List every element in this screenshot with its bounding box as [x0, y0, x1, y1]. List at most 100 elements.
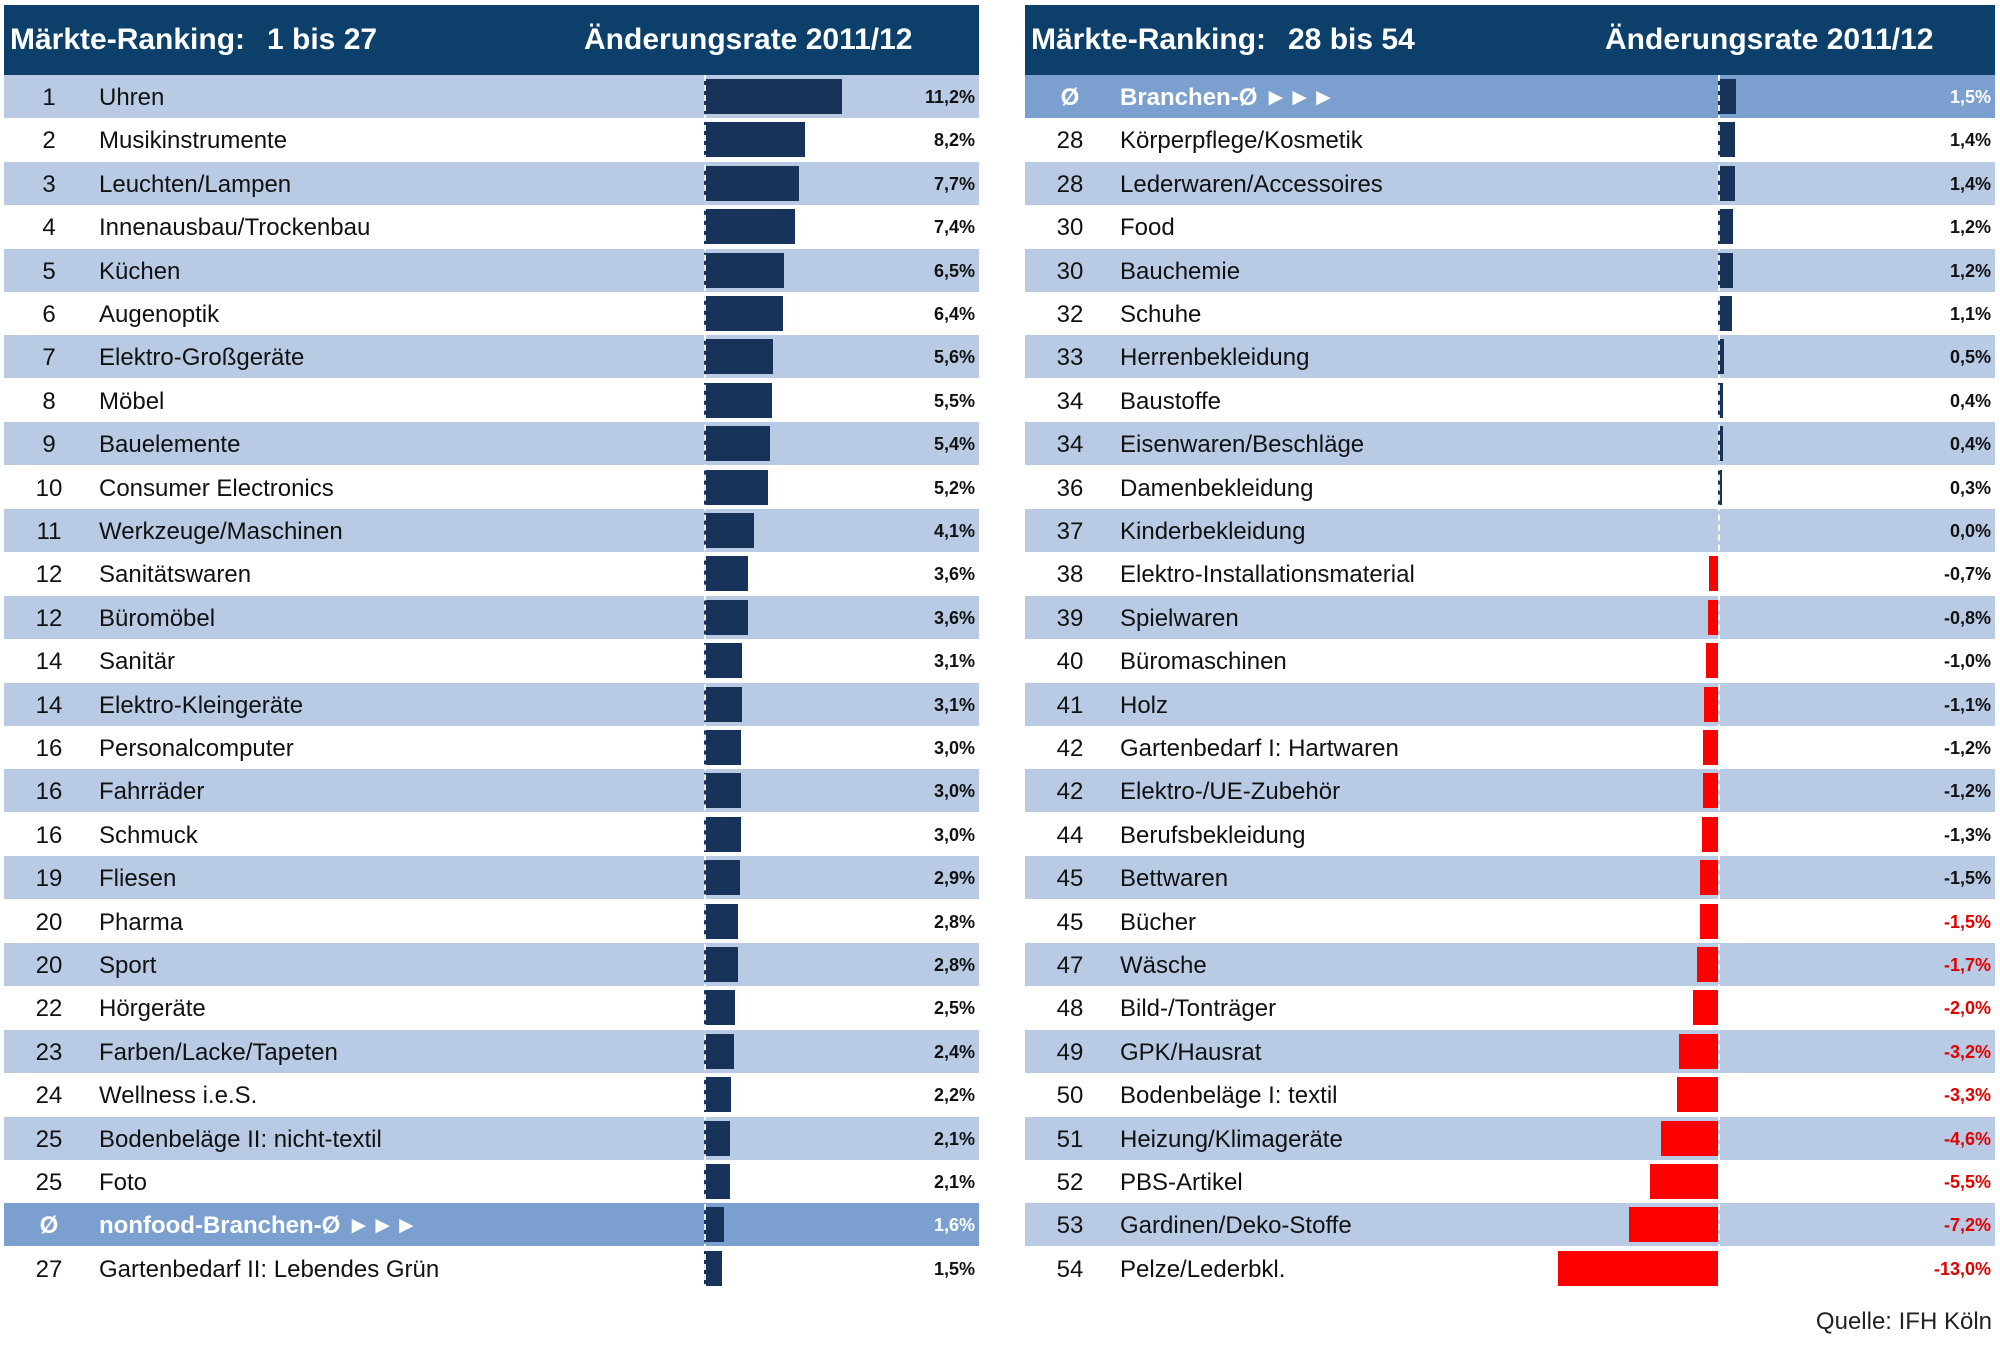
table-row: 27 Gartenbedarf II: Lebendes Grün 1,5% [4, 1246, 979, 1290]
data-label: 7,4% [933, 217, 975, 238]
bar [1704, 686, 1718, 722]
rank-label: 54 [1056, 1255, 1084, 1283]
ranking-panel-right: Märkte-Ranking: 28 bis 54 Änderungsrate … [1025, 5, 1995, 1291]
rank-label: 24 [35, 1082, 63, 1110]
rank-label: 28 [1056, 127, 1084, 155]
header-label: Märkte-Ranking: [10, 23, 246, 56]
rank-label: 10 [35, 474, 63, 502]
data-label: -1,7% [1943, 955, 1991, 975]
bar [704, 79, 842, 114]
rank-label: 48 [1056, 995, 1084, 1023]
data-label: -4,6% [1943, 1128, 1991, 1149]
bar [704, 643, 743, 679]
bar [704, 816, 741, 852]
table-row: 38 Elektro-Installationsmaterial -0,7% [1025, 552, 1995, 596]
data-label: -1,2% [1943, 781, 1991, 802]
rank-label: 41 [1056, 691, 1084, 719]
bar [1650, 1164, 1718, 1199]
category-label: Innenausbau/Trockenbau [99, 214, 371, 242]
bar [704, 252, 784, 288]
data-label: 2,9% [933, 868, 975, 889]
ranking-panel-left: Märkte-Ranking: 1 bis 27 Änderungsrate 2… [4, 5, 979, 1291]
category-label: Möbel [99, 387, 165, 415]
data-label: 0,3% [1949, 477, 1991, 498]
table-row: 16 Fahrräder 3,0% [4, 769, 979, 813]
category-label: Berufsbekleidung [1120, 821, 1306, 849]
category-label: nonfood-Branchen-Ø ►►► [99, 1212, 419, 1240]
data-label: 2,4% [933, 1041, 975, 1062]
data-label: 2,2% [933, 1085, 975, 1106]
rank-label: 3 [42, 170, 56, 198]
bar [1677, 1077, 1718, 1113]
data-label: 5,4% [933, 434, 975, 455]
rank-label: 30 [1056, 214, 1084, 242]
data-label: 0,4% [1949, 390, 1991, 411]
bar [1629, 1207, 1718, 1243]
bar [1702, 816, 1718, 852]
data-label: -1,0% [1943, 651, 1991, 672]
rank-label: 6 [42, 301, 56, 328]
rank-label: 34 [1056, 431, 1084, 459]
table-row: 32 Schuhe 1,1% [1025, 292, 1995, 335]
category-label: Schuhe [1120, 301, 1202, 328]
table-row: 48 Bild-/Tonträger -2,0% [1025, 986, 1995, 1030]
table-row: 2 Musikinstrumente 8,2% [4, 118, 979, 162]
rank-label: 47 [1056, 952, 1084, 979]
table-row: 12 Büromöbel 3,6% [4, 595, 979, 639]
header-label: Märkte-Ranking: [1031, 23, 1267, 56]
data-label: -3,2% [1943, 1041, 1991, 1062]
category-label: Lederwaren/Accessoires [1120, 170, 1383, 198]
table-row: 53 Gardinen/Deko-Stoffe -7,2% [1025, 1203, 1995, 1247]
bar [1718, 382, 1723, 418]
rank-label: 12 [35, 561, 63, 589]
data-label: -2,0% [1943, 998, 1991, 1019]
bar [1718, 122, 1736, 158]
data-label: 1,5% [1949, 87, 1991, 107]
data-label: 5,2% [933, 477, 975, 498]
table-row: 7 Elektro-Großgeräte 5,6% [4, 335, 979, 379]
category-label: Foto [99, 1169, 148, 1196]
category-label: Leuchten/Lampen [99, 170, 292, 198]
bar [704, 556, 749, 592]
data-label: 0,5% [1949, 347, 1991, 368]
rank-label: 45 [1056, 865, 1084, 893]
data-label: -0,8% [1943, 607, 1991, 628]
table-row: 14 Sanitär 3,1% [4, 639, 979, 683]
data-label: 3,6% [933, 607, 975, 628]
bar [1718, 209, 1733, 245]
zero-axis-line [704, 75, 706, 1291]
data-label: 3,0% [933, 781, 975, 802]
category-label: Elektro-Großgeräte [99, 344, 305, 372]
rank-label: 42 [1056, 735, 1084, 762]
rank-label: 16 [35, 778, 63, 806]
category-label: Gartenbedarf I: Hartwaren [1120, 735, 1399, 762]
panel-header: Märkte-Ranking: 28 bis 54 Änderungsrate … [1025, 5, 1995, 75]
category-label: Holz [1120, 691, 1169, 719]
bar [1718, 252, 1733, 288]
table-row: 3 Leuchten/Lampen 7,7% [4, 161, 979, 205]
category-label: Sanitätswaren [99, 561, 252, 589]
header-change-rate: Änderungsrate 2011/12 [584, 23, 913, 56]
rank-label: 42 [1056, 778, 1084, 806]
rank-label: 52 [1056, 1169, 1084, 1196]
table-row: 39 Spielwaren -0,8% [1025, 595, 1995, 639]
category-label: Bild-/Tonträger [1120, 995, 1277, 1023]
category-label: Pelze/Lederbkl. [1120, 1255, 1286, 1283]
table-row: 30 Food 1,2% [1025, 205, 1995, 249]
table-row: 28 Körperpflege/Kosmetik 1,4% [1025, 118, 1995, 162]
category-label: Augenoptik [99, 301, 220, 328]
bar [1703, 730, 1718, 765]
category-label: Werkzeuge/Maschinen [99, 518, 343, 545]
bar [1697, 947, 1718, 982]
category-label: Personalcomputer [99, 735, 294, 762]
category-label: Elektro-/UE-Zubehör [1120, 778, 1341, 806]
data-label: 0,4% [1949, 434, 1991, 455]
table-row: 12 Sanitätswaren 3,6% [4, 552, 979, 596]
bar [1703, 773, 1718, 809]
bar [1709, 556, 1718, 592]
panel-header: Märkte-Ranking: 1 bis 27 Änderungsrate 2… [4, 5, 979, 75]
category-label: Fahrräder [99, 778, 205, 806]
bar [704, 513, 755, 548]
category-label: Bücher [1120, 908, 1197, 936]
data-label: 3,1% [933, 694, 975, 715]
